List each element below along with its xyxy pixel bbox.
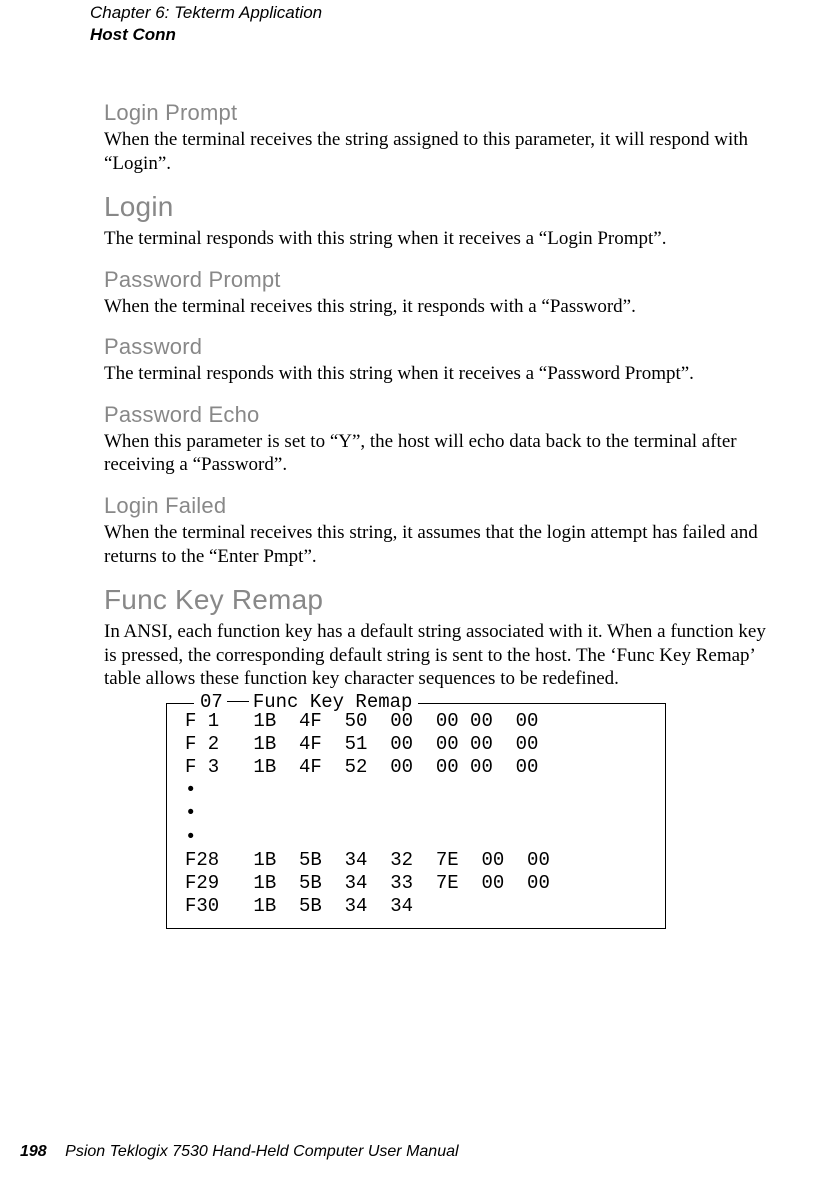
- book-title: Psion Teklogix 7530 Hand-Held Computer U…: [65, 1143, 458, 1160]
- box-line: F28 1B 5B 34 32 7E 00 00: [185, 849, 550, 871]
- box-line: F 3 1B 4F 52 00 00 00 00: [185, 756, 538, 778]
- page-footer: 198 Psion Teklogix 7530 Hand-Held Comput…: [20, 1143, 459, 1161]
- page-header: Chapter 6: Tekterm Application Host Conn: [90, 0, 769, 46]
- para-login-prompt: When the terminal receives the string as…: [104, 128, 769, 175]
- page-body: Login Prompt When the terminal receives …: [104, 100, 769, 929]
- section-label: Host Conn: [90, 24, 769, 46]
- para-password: The terminal responds with this string w…: [104, 362, 769, 386]
- box-line: •: [185, 826, 196, 848]
- box-line: •: [185, 802, 196, 824]
- para-func-key-remap: In ANSI, each function key has a default…: [104, 620, 769, 691]
- para-login: The terminal responds with this string w…: [104, 227, 769, 251]
- para-password-prompt: When the terminal receives this string, …: [104, 295, 769, 319]
- chapter-label: Chapter 6: Tekterm Application: [90, 2, 769, 24]
- heading-password: Password: [104, 334, 769, 360]
- heading-login-failed: Login Failed: [104, 493, 769, 519]
- heading-password-prompt: Password Prompt: [104, 267, 769, 293]
- box-legend-number: 07: [200, 691, 223, 713]
- para-password-echo: When this parameter is set to “Y”, the h…: [104, 430, 769, 477]
- para-login-failed: When the terminal receives this string, …: [104, 521, 769, 568]
- func-key-remap-box: 07 Func Key Remap F 1 1B 4F 50 00 00 00 …: [166, 703, 666, 930]
- page-number: 198: [20, 1143, 47, 1160]
- heading-login: Login: [104, 191, 769, 223]
- box-line: F30 1B 5B 34 34: [185, 895, 413, 917]
- box-content: F 1 1B 4F 50 00 00 00 00 F 2 1B 4F 51 00…: [166, 703, 666, 930]
- box-legend-text: Func Key Remap: [253, 691, 413, 713]
- box-line: F 1 1B 4F 50 00 00 00 00: [185, 710, 538, 732]
- box-line: •: [185, 779, 196, 801]
- box-legend-dash-icon: [227, 701, 249, 702]
- box-line: F29 1B 5B 34 33 7E 00 00: [185, 872, 550, 894]
- heading-func-key-remap: Func Key Remap: [104, 584, 769, 616]
- heading-password-echo: Password Echo: [104, 402, 769, 428]
- heading-login-prompt: Login Prompt: [104, 100, 769, 126]
- page: Chapter 6: Tekterm Application Host Conn…: [0, 0, 829, 1197]
- box-legend: 07 Func Key Remap: [194, 691, 418, 713]
- box-line: F 2 1B 4F 51 00 00 00 00: [185, 733, 538, 755]
